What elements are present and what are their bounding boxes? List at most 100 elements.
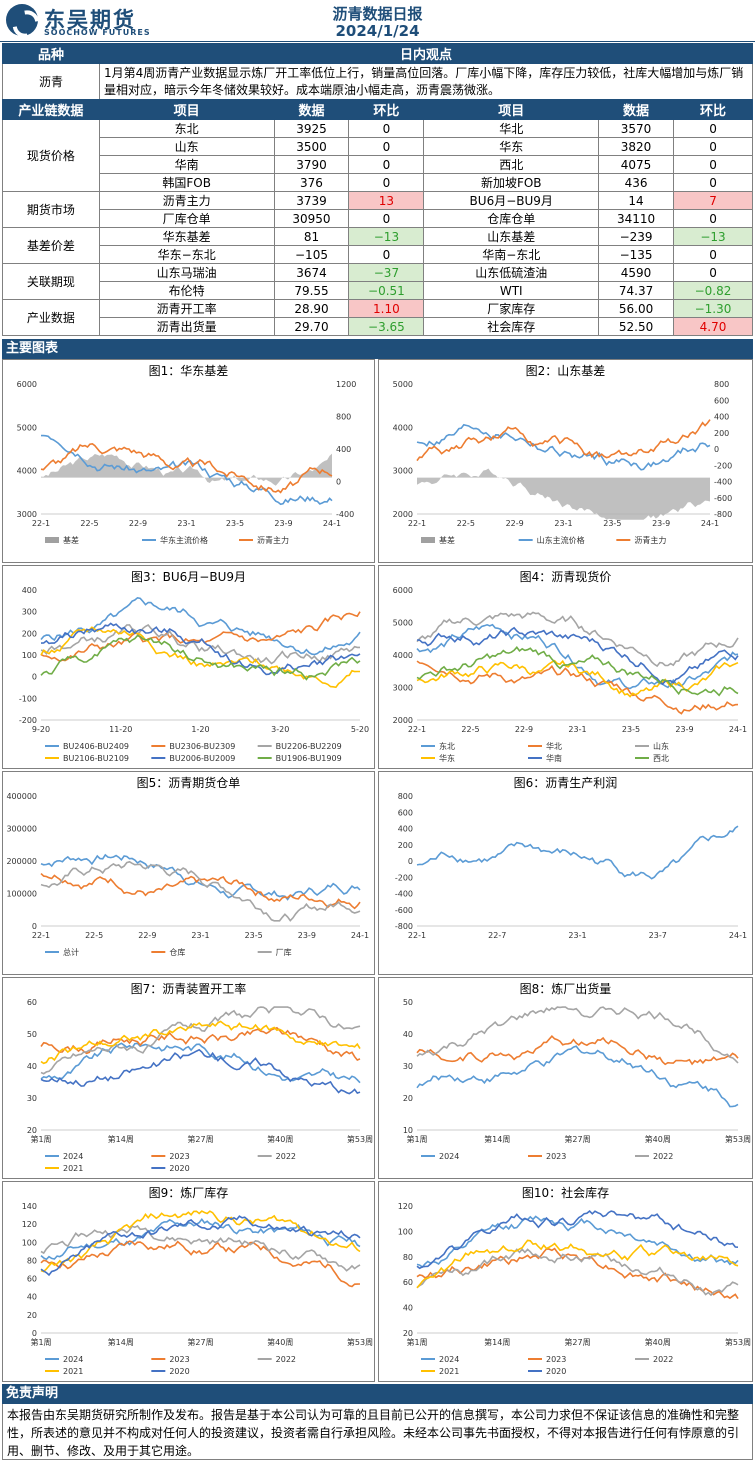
series-line <box>416 419 711 462</box>
cell-value: 30950 <box>273 209 350 228</box>
chart-5: 图5：沥青期货仓单 0 100000 200000 300000 400000 22-1 22… <box>2 771 375 975</box>
table-row: 韩国FOB 376 0 新加坡FOB 436 0 <box>3 173 753 192</box>
table-header-4: 项目 <box>423 99 600 120</box>
cell-item: 华东基差 <box>98 227 275 246</box>
x-tick-label: 第1周 <box>406 1337 427 1347</box>
cell-value: 3674 <box>273 263 350 282</box>
y2-tick-label: 0 <box>714 445 719 454</box>
y-tick-label: 0 <box>408 857 413 866</box>
chart-10: 图10：社会库存 20 40 60 80 100 120 第1周 第14周 第27周 第40周 第53… <box>378 1181 753 1382</box>
chart-6: 图6：沥青生产利润 -800 -600 -400 -200 0 200 400 600 800 22… <box>378 771 753 975</box>
cell-change: 0 <box>348 155 425 174</box>
y-tick-label: 3000 <box>17 510 37 519</box>
series-line <box>40 853 361 901</box>
y-tick-label: 400 <box>22 586 37 595</box>
legend-label: 华北 <box>546 741 562 751</box>
chart-title: 图3：BU6月−BU9月 <box>131 570 246 584</box>
chart-plot: 20 30 40 50 60 第1周 第14周 第27周 第40周 第53周 2024 2023 202… <box>27 998 373 1173</box>
view-product: 沥青 <box>2 63 100 100</box>
series-line <box>416 1215 739 1269</box>
legend-label: 华南 <box>546 753 562 763</box>
y-tick-label: -400 <box>395 890 413 899</box>
y-tick-label: 20 <box>403 1094 413 1103</box>
y-tick-label: 400000 <box>6 792 37 801</box>
x-tick-label: 第1周 <box>406 1134 427 1144</box>
y-tick-label: 60 <box>27 1275 37 1284</box>
table-row: 关联期现 山东马瑞油 3674 −37 山东低硫渣油 4590 0 <box>2 263 753 300</box>
legend-label: 2022 <box>276 1152 296 1161</box>
cell-item: 沥青开工率 <box>98 299 275 318</box>
legend-label: 东北 <box>439 741 455 751</box>
table-header-1: 项目 <box>98 99 275 120</box>
y2-tick-label: 1200 <box>336 380 356 389</box>
series-line <box>40 1026 361 1061</box>
legend-label: BU2306-BU2309 <box>169 742 235 751</box>
cell-change: 0 <box>673 209 753 228</box>
cell-item: 沥青主力 <box>98 191 275 210</box>
legend-label: 厂库 <box>276 947 292 957</box>
y2-tick-label: -800 <box>714 510 732 519</box>
legend-label: 基差 <box>439 535 455 545</box>
legend-label: BU2406-BU2409 <box>63 742 129 751</box>
legend-label: 2023 <box>546 1152 566 1161</box>
x-tick-label: 23-5 <box>226 519 244 528</box>
chart-plot: -800 -600 -400 -200 0 200 400 600 800 22-1 22-7 23-… <box>395 792 747 940</box>
series-line <box>40 442 333 494</box>
chart-title: 图8：炼厂出货量 <box>519 982 612 996</box>
x-tick-label: 第27周 <box>187 1134 213 1144</box>
group-name: 产业数据 <box>2 299 100 336</box>
x-tick-label: 23-5 <box>622 725 640 734</box>
cell-item: 西北 <box>423 155 600 174</box>
table-row: 沥青出货量 29.70 −3.65 社会库存 52.50 4.70 <box>3 317 753 336</box>
table-header-6: 环比 <box>673 99 753 120</box>
cell-item: 布伦特 <box>98 281 275 300</box>
y-tick-label: 400 <box>398 825 413 834</box>
cell-change: 13 <box>348 191 425 210</box>
y-tick-label: 2000 <box>393 510 413 519</box>
cell-item: 华南−东北 <box>423 245 600 264</box>
y-tick-label: 10 <box>403 1126 413 1135</box>
chart-9: 图9：炼厂库存 0 20 40 60 80 100 120 140 第1周 第14周 第27周 第40周… <box>2 1181 375 1382</box>
x-tick-label: 23-5 <box>603 519 621 528</box>
chart-title: 图6：沥青生产利润 <box>513 776 618 790</box>
report-header: 东吴期货 SOOCHOW FUTURES 沥青数据日报 2024/1/24 <box>0 0 755 42</box>
cell-item: 华南 <box>98 155 275 174</box>
x-tick-label: 9-20 <box>32 725 50 734</box>
series-line <box>416 611 739 668</box>
legend-label: 2024 <box>63 1152 83 1161</box>
cell-item: 山东低硫渣油 <box>423 263 600 282</box>
series-line <box>416 660 739 715</box>
cell-change: −13 <box>673 227 753 246</box>
industry-data-table: 产业链数据 项目 数据 环比 项目 数据 环比 现货价格 东北 3925 0 华北 3570 0 山东 35… <box>2 99 753 336</box>
table-row: 期货市场 沥青主力 3739 13 BU6月−BU9月 14 7 <box>2 191 753 228</box>
x-tick-label: 第14周 <box>484 1337 510 1347</box>
y-tick-label: 120 <box>22 1220 37 1229</box>
y2-tick-label: -400 <box>714 478 732 487</box>
cell-value: 3739 <box>273 191 350 210</box>
y-tick-label: -800 <box>395 922 413 931</box>
cell-change: 0 <box>673 137 753 156</box>
y2-tick-label: 200 <box>714 429 729 438</box>
legend-label: 山东 <box>653 741 669 751</box>
cell-value: −105 <box>273 245 350 264</box>
y-tick-label: 30 <box>27 1094 37 1103</box>
table-row: 布伦特 79.55 −0.51 WTI 74.37 −0.82 <box>3 281 753 300</box>
y-tick-label: -100 <box>19 694 37 703</box>
legend-label: 2020 <box>169 1164 189 1173</box>
x-tick-label: 1-20 <box>191 725 209 734</box>
cell-value: 56.00 <box>598 299 675 318</box>
x-tick-label: 第1周 <box>30 1134 51 1144</box>
legend-label: 山东主流价格 <box>537 535 585 545</box>
y-tick-label: 0 <box>32 673 37 682</box>
y-tick-label: 20 <box>403 1329 413 1338</box>
x-tick-label: 23-1 <box>568 931 586 940</box>
x-tick-label: 第53周 <box>347 1337 373 1347</box>
company-logo: 东吴期货 SOOCHOW FUTURES <box>6 4 156 38</box>
x-tick-label: 3-20 <box>271 725 289 734</box>
cell-change: −37 <box>348 263 425 282</box>
y-tick-label: 800 <box>398 792 413 801</box>
x-tick-label: 23-1 <box>177 519 195 528</box>
group-name: 现货价格 <box>2 119 100 192</box>
chart-title: 图9：炼厂库存 <box>148 1186 229 1200</box>
table-row: 华南 3790 0 西北 4075 0 <box>3 155 753 174</box>
